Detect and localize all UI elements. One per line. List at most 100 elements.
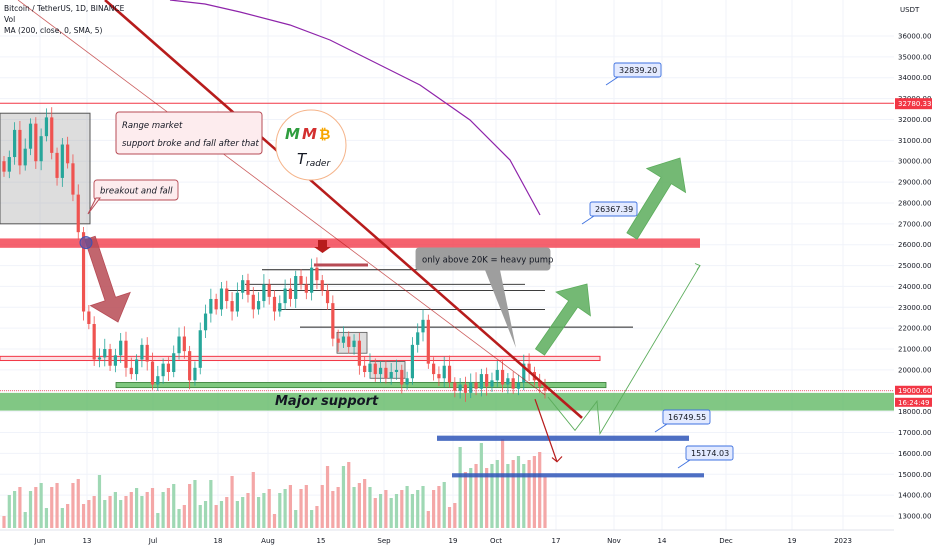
volume-bar (469, 468, 473, 528)
candle-body (97, 357, 102, 360)
candle-body (92, 324, 96, 360)
volume-bar (405, 486, 409, 528)
breakout-pointer (87, 197, 101, 215)
time-tick: 17 (552, 537, 561, 545)
arrow-shape (84, 235, 131, 323)
candle-body (463, 384, 468, 393)
price-tick: 16000.00 (898, 450, 931, 458)
candle-body (373, 363, 377, 375)
candle-body (485, 374, 489, 387)
time-tick: 15 (317, 537, 326, 545)
time-tick: Oct (490, 537, 502, 545)
volume-bar (134, 488, 139, 528)
candle-body (166, 363, 171, 372)
volume-bar (124, 496, 128, 528)
volume-bar (225, 497, 229, 528)
symbol-line[interactable]: Bitcoin / TetherUS, 1D, BINANCE (4, 4, 125, 13)
price-label-countdown (895, 397, 932, 407)
price-label-line-text: 32780.33 (898, 100, 931, 108)
volume-bar (506, 464, 510, 528)
candle-body (156, 376, 160, 385)
resistance-band-lower (0, 355, 601, 362)
heavy-pump-callout (415, 247, 551, 271)
volume-bar (310, 510, 314, 528)
level-callout-text: 26367.39 (595, 205, 633, 214)
volume-bar (76, 479, 80, 528)
candle-body (235, 292, 239, 312)
candle-body (490, 380, 494, 387)
candle-body (272, 296, 277, 312)
volume-bar (203, 501, 208, 528)
candle-body (129, 367, 133, 375)
major-support-label: Major support (275, 394, 379, 409)
volume-bar (527, 460, 531, 528)
candle-body (177, 336, 181, 354)
candle-body (543, 386, 547, 391)
candle-body (495, 369, 499, 381)
volume-bar (246, 493, 250, 528)
candle-body (87, 311, 91, 324)
heavy-pump-callout-text: only above 20K = heavy pump (422, 256, 553, 266)
volume-bar (490, 464, 494, 528)
volume-bar (182, 505, 186, 528)
volume-bar (219, 501, 224, 528)
volume-bar (341, 466, 346, 528)
candle-body (389, 372, 393, 379)
volume-bar (251, 472, 255, 528)
volume-bar (2, 516, 6, 528)
volume-bar (357, 483, 361, 528)
volume-bar (71, 483, 75, 528)
volume-bar (39, 483, 43, 528)
range-market-callout (115, 111, 263, 155)
volume-bar (267, 489, 271, 528)
volume-bar (288, 485, 293, 528)
volume-bar (283, 489, 287, 528)
level-callout-pointer (605, 76, 619, 86)
candle-body (442, 365, 446, 379)
ma-line[interactable]: MA (200, close, 0, SMA, 5) (4, 26, 103, 35)
volume-bar (416, 490, 420, 528)
candle-body (405, 378, 409, 385)
heavy-pump-pointer (485, 270, 516, 348)
volume-bar (214, 505, 218, 528)
candle-body (267, 284, 271, 297)
volume-bar (426, 511, 430, 528)
price-tick: 18000.00 (898, 408, 931, 416)
candle-body (66, 144, 70, 164)
volume-bar (60, 508, 64, 528)
time-tick: 14 (658, 537, 667, 545)
candle-body (538, 380, 542, 387)
candle-body (230, 301, 234, 312)
price-axis[interactable] (894, 0, 932, 530)
candle-body (304, 284, 308, 293)
price-tick: 32000.00 (898, 116, 931, 124)
candle-body (23, 148, 27, 166)
candle-body (352, 340, 356, 347)
price-tick: 31000.00 (898, 137, 931, 145)
volume-bar (325, 466, 330, 528)
candle-body (341, 336, 346, 343)
price-label-current (895, 385, 932, 395)
logo-sub-rest: rader (306, 159, 331, 169)
candle-body (150, 361, 155, 385)
candles (2, 107, 547, 402)
time-tick: Jun (34, 537, 46, 545)
volume-bar (150, 488, 155, 528)
candle-body (145, 344, 149, 362)
time-axis[interactable] (0, 530, 894, 550)
volume-bar (129, 492, 133, 528)
volume-line[interactable]: Vol (4, 15, 16, 24)
candle-body (294, 276, 298, 299)
projection-path (547, 265, 701, 435)
candle-body (310, 267, 314, 293)
volume-bar (198, 505, 202, 528)
volume-bar (373, 498, 377, 528)
candle-body (522, 363, 526, 383)
time-tick: 13 (83, 537, 92, 545)
target-zone-2 (452, 473, 704, 478)
drop-path (534, 398, 558, 462)
candle-body (262, 284, 266, 302)
volume-bar (458, 447, 462, 528)
